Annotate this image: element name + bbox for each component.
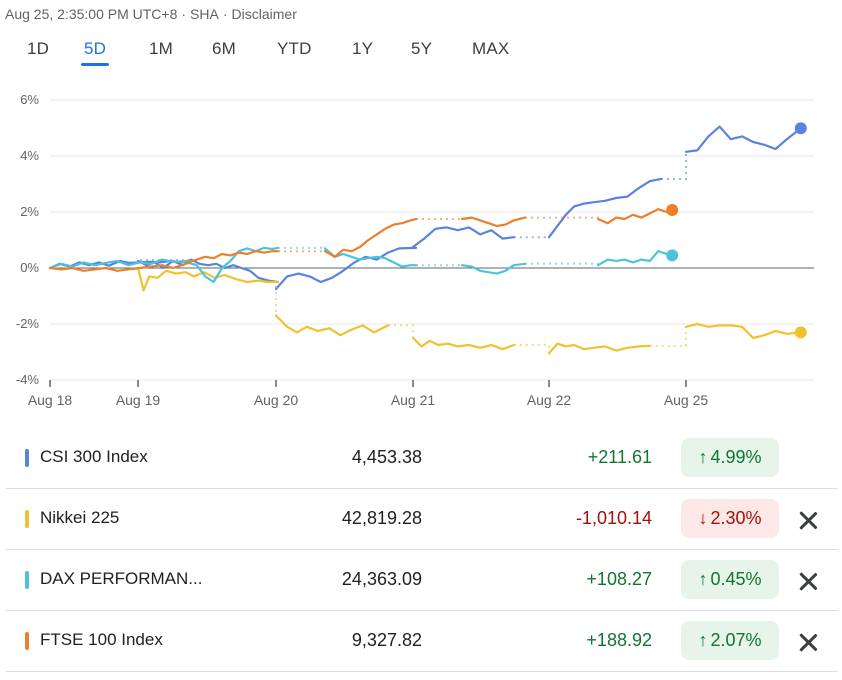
remove-comparison-icon[interactable]	[796, 569, 820, 593]
x-tick-label: Aug 18	[28, 392, 73, 408]
ftse-100-index-line	[323, 217, 418, 258]
percent-change-badge: ↑ 0.45%	[681, 560, 779, 599]
ftse-100-index-line	[48, 261, 192, 272]
percent-change-badge: ↓ 2.30%	[681, 499, 779, 538]
ftse-100-index-line	[185, 250, 280, 264]
tab-1y[interactable]: 1Y	[352, 39, 374, 58]
nikkei-225-gap-connector	[388, 324, 414, 338]
disclaimer-link[interactable]: Disclaimer	[231, 6, 297, 22]
exchange-code: SHA	[190, 6, 219, 22]
nikkei-225-gap-connector	[275, 281, 278, 316]
tab-5d[interactable]: 5D	[81, 36, 110, 66]
csi-300-index-line	[547, 177, 663, 239]
arrow-up-icon: ↑	[698, 630, 708, 650]
csi-300-index-line	[684, 125, 802, 153]
nikkei-225-line	[547, 342, 651, 355]
percent-value: 4.99%	[710, 447, 762, 467]
ftse-100-index-line	[596, 208, 674, 225]
index-price: 42,819.28	[341, 508, 422, 528]
tab-5y[interactable]: 5Y	[411, 39, 433, 58]
nikkei-225-line	[274, 314, 390, 337]
series-color-marker	[25, 510, 29, 528]
y-tick-label: 4%	[20, 148, 39, 163]
csi-300-index-line	[411, 226, 515, 249]
percent-value: 2.07%	[710, 630, 762, 650]
ftse-100-index-endpoint-marker	[666, 204, 679, 217]
index-name: DAX PERFORMAN...	[40, 569, 203, 588]
nikkei-225-line	[411, 336, 515, 351]
time-range-tabs: 1D 5D 1M 6M YTD 1Y 5Y MAX	[0, 36, 560, 68]
percent-change-badge: ↑ 4.99%	[681, 438, 779, 477]
meta-separator: ·	[181, 6, 187, 22]
ftse-100-index-line	[460, 216, 527, 228]
series-color-marker	[25, 449, 29, 467]
y-tick-label: -4%	[16, 372, 40, 387]
dax-performan-gap-connector	[278, 246, 326, 249]
arrow-up-icon: ↑	[698, 447, 708, 467]
dax-performan-line	[185, 246, 280, 284]
csi-300-index-endpoint-marker	[794, 122, 807, 135]
index-name: FTSE 100 Index	[40, 630, 163, 649]
dax-performan-line	[460, 262, 527, 275]
csi-300-index-gap-connector	[661, 151, 687, 180]
remove-comparison-icon[interactable]	[796, 508, 820, 532]
series-color-marker	[25, 632, 29, 650]
y-tick-label: 0%	[20, 260, 39, 275]
percent-value: 2.30%	[710, 508, 762, 528]
tab-1m[interactable]: 1M	[149, 39, 174, 58]
tab-ytd[interactable]: YTD	[277, 39, 312, 58]
index-name: CSI 300 Index	[40, 447, 148, 466]
table-row[interactable]: CSI 300 Index 4,453.38 +211.61 ↑ 4.99%	[6, 428, 838, 489]
x-tick-label: Aug 25	[664, 392, 709, 408]
nikkei-225-line	[684, 322, 802, 340]
x-tick-label: Aug 19	[116, 392, 161, 408]
index-change: +211.61	[587, 447, 652, 467]
y-tick-label: -2%	[16, 316, 40, 331]
index-name: Nikkei 225	[40, 508, 120, 527]
table-row[interactable]: FTSE 100 Index 9,327.82 +188.92 ↑ 2.07%	[6, 611, 838, 672]
index-change: -1,010.14	[575, 508, 652, 528]
dax-performan-gap-connector	[525, 262, 599, 266]
nikkei-225-endpoint-marker	[794, 326, 807, 339]
dax-performan-endpoint-marker	[666, 249, 679, 262]
nikkei-225-line	[136, 266, 280, 292]
index-change: +108.27	[586, 569, 652, 589]
nikkei-225-gap-connector	[649, 326, 687, 347]
y-tick-label: 2%	[20, 204, 39, 219]
chart-meta: Aug 25, 2:35:00 PM UTC+8 · SHA · Disclaimer	[5, 6, 297, 22]
csi-300-index-line	[274, 246, 418, 291]
tab-max[interactable]: MAX	[472, 39, 510, 58]
series-color-marker	[25, 571, 29, 589]
dax-performan-line	[596, 250, 674, 267]
dax-performan-line	[48, 258, 192, 270]
y-tick-label: 6%	[20, 92, 39, 107]
x-tick-label: Aug 22	[527, 392, 572, 408]
comparison-table: CSI 300 Index 4,453.38 +211.61 ↑ 4.99% Ni…	[6, 428, 838, 672]
table-row[interactable]: DAX PERFORMAN... 24,363.09 +108.27 ↑ 0.45…	[6, 550, 838, 611]
arrow-up-icon: ↑	[698, 569, 708, 589]
x-tick-label: Aug 21	[391, 392, 436, 408]
comparison-chart[interactable]: 6% 4% 2% 0% -2% -4% Aug 18 Aug 19 Aug 20 Aug 21 Au…	[0, 85, 842, 415]
percent-value: 0.45%	[710, 569, 762, 589]
nikkei-225-gap-connector	[513, 344, 550, 354]
arrow-down-icon: ↓	[698, 508, 708, 528]
tab-6m[interactable]: 6M	[212, 39, 237, 58]
index-price: 9,327.82	[351, 630, 422, 650]
index-change: +188.92	[586, 630, 652, 650]
x-tick-label: Aug 20	[254, 392, 299, 408]
meta-separator: ·	[222, 6, 228, 22]
tab-1d[interactable]: 1D	[27, 39, 50, 58]
dax-performan-line	[323, 247, 418, 268]
index-price: 4,453.38	[351, 447, 422, 467]
percent-change-badge: ↑ 2.07%	[681, 621, 779, 660]
table-row[interactable]: Nikkei 225 42,819.28 -1,010.14 ↓ 2.30%	[6, 489, 838, 550]
index-price: 24,363.09	[341, 569, 422, 589]
csi-300-index-gap-connector	[412, 246, 416, 249]
remove-comparison-icon[interactable]	[796, 630, 820, 654]
timestamp: Aug 25, 2:35:00 PM UTC+8	[5, 6, 178, 22]
